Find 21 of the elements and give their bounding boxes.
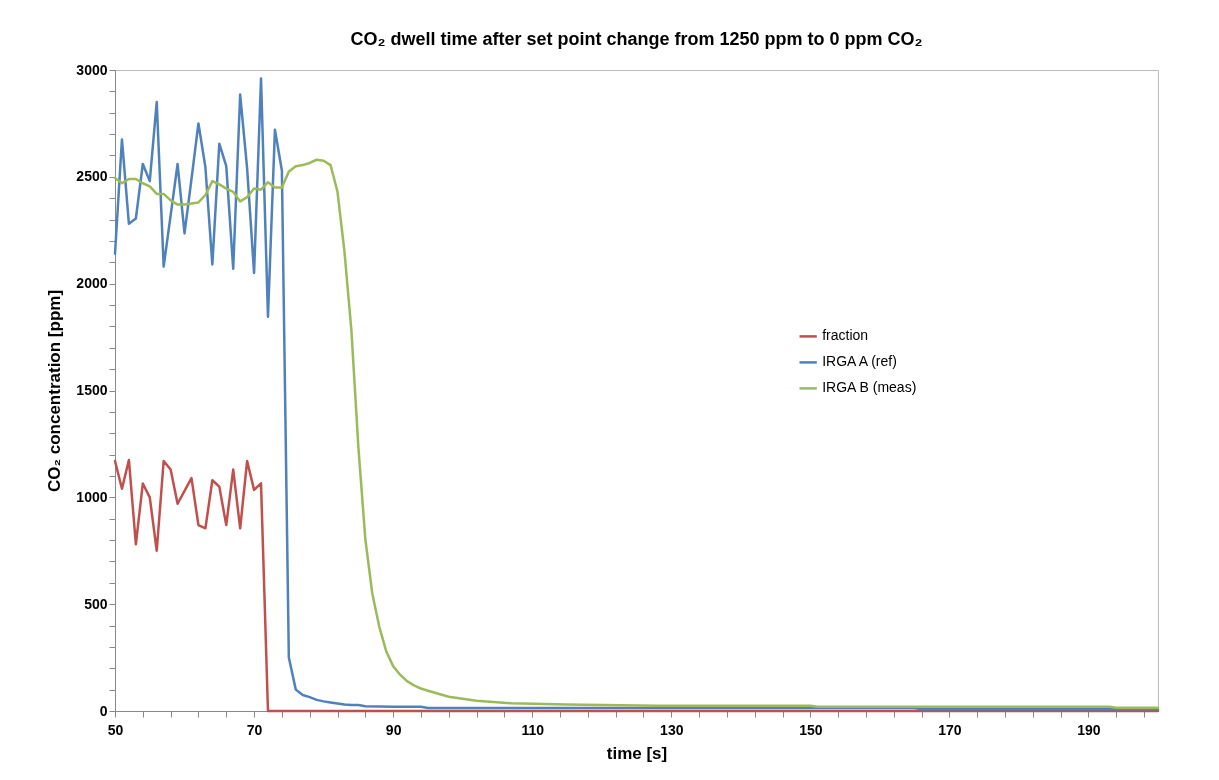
x-tick-label: 50: [107, 721, 124, 738]
y-tick-label: 2000: [76, 275, 108, 292]
y-tick-label: 500: [84, 595, 108, 612]
legend-label: IRGA B (meas): [822, 379, 917, 396]
y-tick-label: 1500: [76, 382, 108, 398]
y-axis-title: CO₂ concentration [ppm]: [45, 289, 65, 493]
x-tick-label: 110: [521, 721, 545, 738]
chart-title: CO₂ dwell time after set point change from 1250 ppm to 0 ppm CO₂: [350, 29, 923, 49]
y-tick-label: 1000: [76, 488, 108, 505]
y-tick-label: 0: [99, 702, 108, 719]
legend-label: IRGA A (ref): [822, 353, 897, 370]
x-tick-label: 70: [246, 721, 263, 738]
x-axis-title: time [s]: [606, 743, 668, 763]
x-tick-label: 130: [660, 721, 684, 738]
x-tick-label: 170: [938, 721, 962, 738]
x-tick-label: 150: [799, 721, 823, 738]
x-tick-label: 190: [1077, 721, 1101, 738]
x-tick-label: 90: [385, 721, 402, 738]
y-tick-label: 2500: [76, 168, 108, 185]
y-tick-label: 3000: [76, 61, 108, 78]
legend-label: fraction: [822, 327, 869, 344]
